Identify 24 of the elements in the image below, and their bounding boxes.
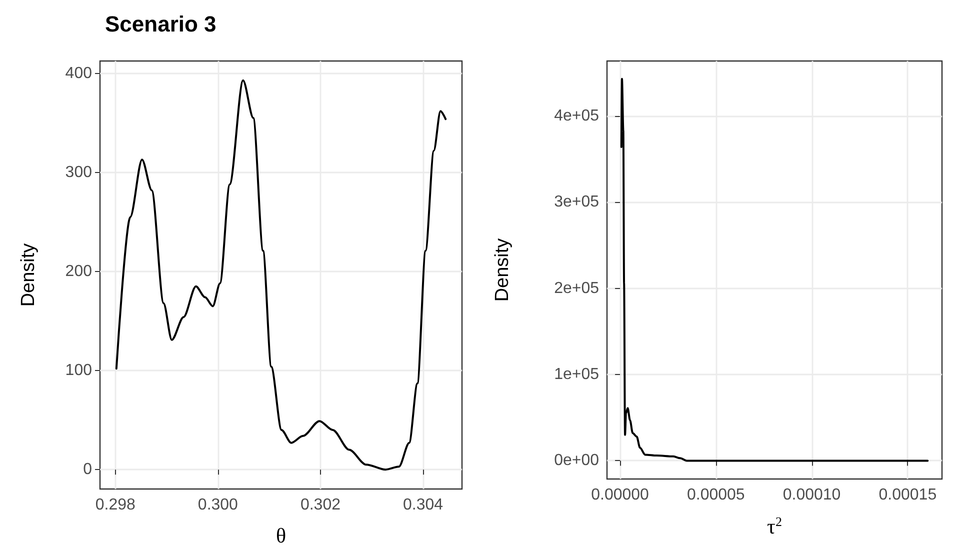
- y-tick-label: 300: [65, 164, 92, 182]
- y-axis-title: Density: [18, 242, 39, 307]
- line-series: [620, 78, 929, 462]
- y-tick-label: 3e+05: [554, 194, 600, 211]
- y-tick-label: 4e+05: [554, 107, 600, 124]
- x-tick-label: 0.00005: [686, 486, 745, 504]
- x-tick-label: 0.00000: [591, 486, 650, 504]
- y-tick-label: 1e+05: [554, 366, 600, 384]
- x-tick-label: 0.00015: [878, 486, 937, 504]
- x-tick-label: 0.304: [403, 496, 444, 514]
- y-tick-label: 0e+00: [554, 452, 600, 470]
- x-tick-label: 0.298: [95, 496, 136, 514]
- x-tick-label: 0.00010: [782, 486, 841, 504]
- y-tick-label: 400: [65, 64, 92, 82]
- y-tick-label: 200: [65, 263, 92, 280]
- chart-title: Scenario 3: [105, 12, 216, 36]
- x-axis-title: θ: [276, 524, 286, 548]
- y-tick-label: 0: [83, 461, 92, 478]
- y-axis-title: Density: [492, 238, 513, 302]
- x-tick-label: 0.300: [198, 496, 238, 514]
- y-tick-label: 100: [65, 362, 92, 380]
- line-series: [115, 79, 447, 471]
- y-tick-label: 2e+05: [554, 280, 600, 297]
- x-tick-label: 0.302: [300, 496, 341, 514]
